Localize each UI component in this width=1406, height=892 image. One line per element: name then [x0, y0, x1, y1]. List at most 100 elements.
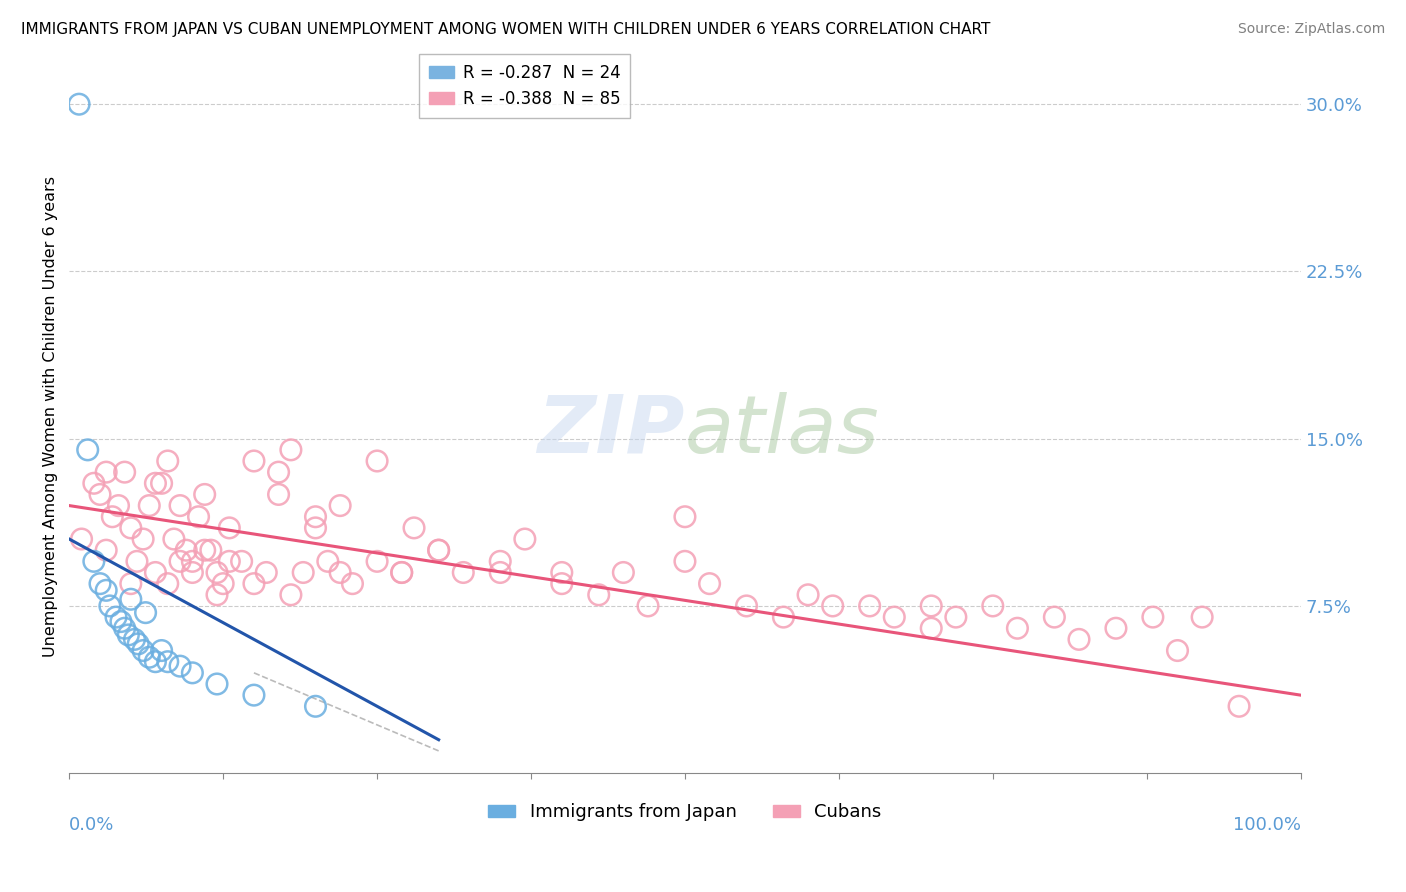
Point	[391, 566, 413, 580]
Point	[145, 566, 167, 580]
Point	[187, 509, 209, 524]
Point	[205, 677, 228, 691]
Point	[772, 610, 794, 624]
Point	[366, 454, 388, 468]
Point	[120, 521, 142, 535]
Text: IMMIGRANTS FROM JAPAN VS CUBAN UNEMPLOYMENT AMONG WOMEN WITH CHILDREN UNDER 6 YE: IMMIGRANTS FROM JAPAN VS CUBAN UNEMPLOYM…	[21, 22, 990, 37]
Point	[96, 583, 118, 598]
Point	[120, 576, 142, 591]
Point	[243, 454, 266, 468]
Point	[1067, 632, 1090, 647]
Point	[1166, 643, 1188, 657]
Point	[169, 554, 191, 568]
Point	[132, 532, 155, 546]
Point	[551, 566, 574, 580]
Point	[797, 588, 820, 602]
Point	[110, 615, 132, 629]
Point	[267, 465, 290, 479]
Point	[194, 543, 217, 558]
Point	[821, 599, 844, 613]
Point	[673, 509, 696, 524]
Point	[735, 599, 758, 613]
Point	[920, 599, 942, 613]
Point	[181, 554, 204, 568]
Point	[212, 576, 235, 591]
Point	[243, 688, 266, 702]
Point	[117, 628, 139, 642]
Point	[101, 509, 124, 524]
Point	[150, 643, 173, 657]
Point	[231, 554, 253, 568]
Point	[156, 454, 179, 468]
Text: Source: ZipAtlas.com: Source: ZipAtlas.com	[1237, 22, 1385, 37]
Point	[194, 487, 217, 501]
Point	[181, 665, 204, 680]
Point	[96, 543, 118, 558]
Point	[114, 621, 136, 635]
Point	[98, 599, 121, 613]
Y-axis label: Unemployment Among Women with Children Under 6 years: Unemployment Among Women with Children U…	[44, 176, 58, 657]
Point	[124, 632, 146, 647]
Point	[673, 554, 696, 568]
Point	[329, 499, 352, 513]
Point	[254, 566, 277, 580]
Point	[342, 576, 364, 591]
Point	[200, 543, 222, 558]
Point	[135, 606, 157, 620]
Point	[402, 521, 425, 535]
Point	[981, 599, 1004, 613]
Point	[945, 610, 967, 624]
Point	[612, 566, 634, 580]
Point	[489, 554, 512, 568]
Point	[304, 509, 326, 524]
Point	[83, 476, 105, 491]
Point	[105, 610, 128, 624]
Point	[169, 499, 191, 513]
Point	[513, 532, 536, 546]
Point	[304, 699, 326, 714]
Point	[156, 576, 179, 591]
Point	[1007, 621, 1029, 635]
Point	[163, 532, 186, 546]
Point	[304, 521, 326, 535]
Text: atlas: atlas	[685, 392, 880, 470]
Point	[292, 566, 315, 580]
Point	[489, 566, 512, 580]
Point	[145, 655, 167, 669]
Point	[1227, 699, 1250, 714]
Point	[125, 554, 148, 568]
Point	[453, 566, 475, 580]
Point	[138, 650, 160, 665]
Point	[218, 521, 240, 535]
Point	[150, 476, 173, 491]
Point	[114, 465, 136, 479]
Point	[920, 621, 942, 635]
Point	[427, 543, 450, 558]
Legend: Immigrants from Japan, Cubans: Immigrants from Japan, Cubans	[481, 796, 889, 829]
Point	[205, 566, 228, 580]
Point	[243, 576, 266, 591]
Point	[883, 610, 905, 624]
Point	[280, 442, 302, 457]
Point	[1191, 610, 1213, 624]
Point	[280, 588, 302, 602]
Point	[329, 566, 352, 580]
Point	[89, 576, 111, 591]
Point	[107, 499, 129, 513]
Point	[145, 476, 167, 491]
Point	[1142, 610, 1164, 624]
Point	[551, 576, 574, 591]
Point	[316, 554, 339, 568]
Point	[70, 532, 93, 546]
Point	[699, 576, 721, 591]
Point	[127, 637, 149, 651]
Point	[83, 554, 105, 568]
Point	[859, 599, 882, 613]
Point	[156, 655, 179, 669]
Text: ZIP: ZIP	[537, 392, 685, 470]
Text: 0.0%: 0.0%	[69, 816, 115, 834]
Point	[637, 599, 659, 613]
Point	[67, 97, 90, 112]
Point	[218, 554, 240, 568]
Point	[132, 643, 155, 657]
